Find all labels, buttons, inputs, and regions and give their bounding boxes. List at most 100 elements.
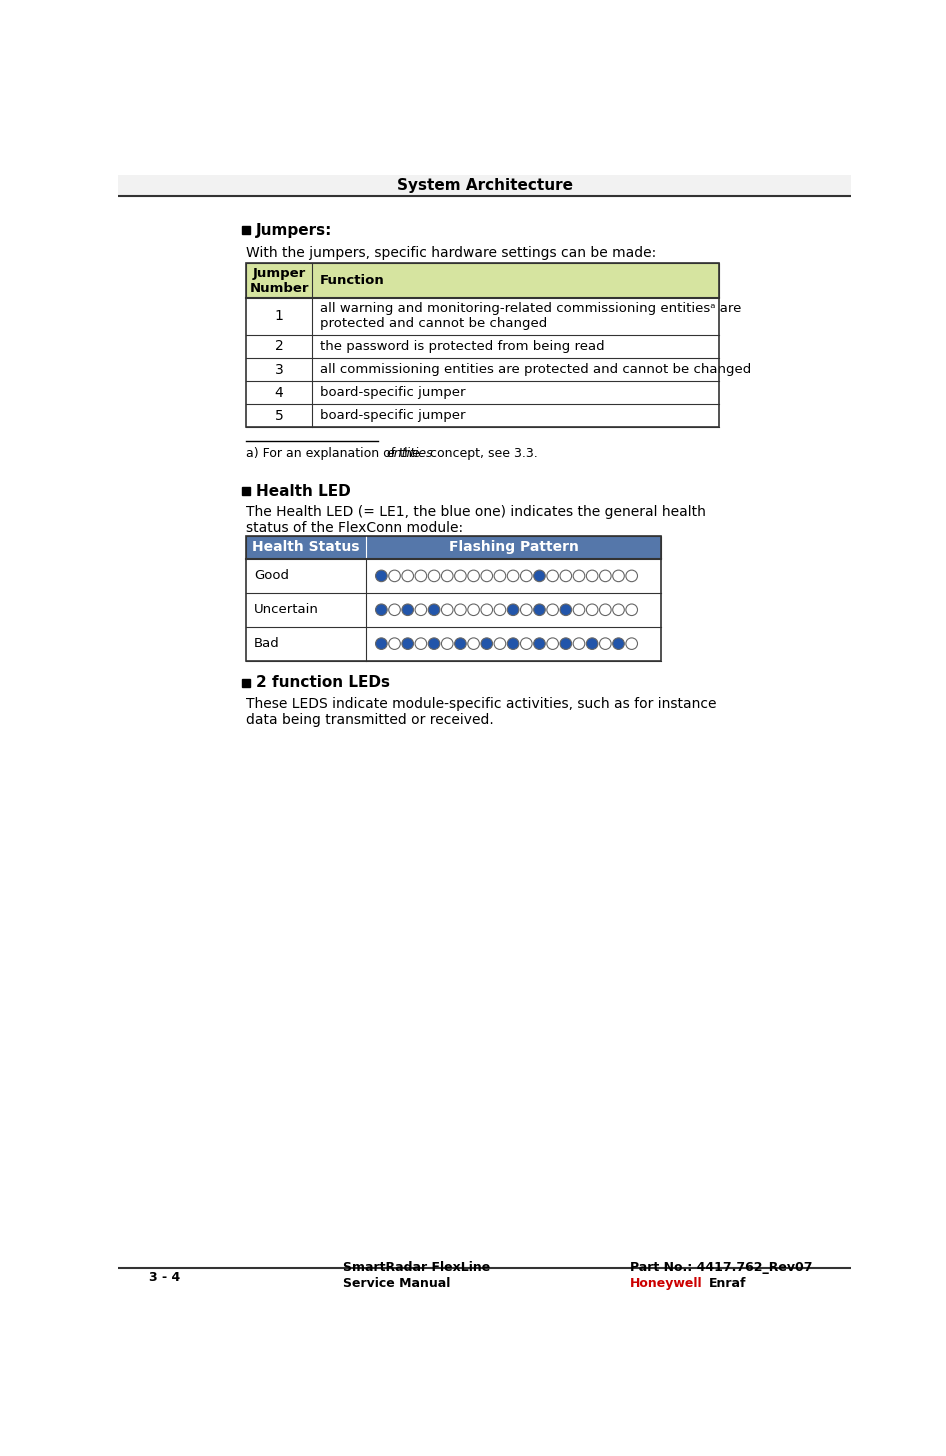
Circle shape [415, 571, 427, 581]
Circle shape [376, 604, 387, 616]
Text: all warning and monitoring-related commissioning entitiesᵃ are
protected and can: all warning and monitoring-related commi… [320, 303, 741, 331]
Circle shape [520, 571, 532, 581]
Circle shape [520, 604, 532, 616]
Circle shape [560, 604, 571, 616]
Circle shape [494, 638, 506, 649]
Circle shape [389, 638, 400, 649]
Text: Bad: Bad [254, 638, 280, 651]
Circle shape [467, 571, 480, 581]
Text: Uncertain: Uncertain [254, 603, 319, 616]
Text: Health Status: Health Status [253, 540, 359, 555]
Circle shape [481, 604, 493, 616]
Circle shape [600, 571, 611, 581]
Circle shape [613, 638, 624, 649]
Circle shape [442, 604, 453, 616]
Text: 2 function LEDs: 2 function LEDs [256, 676, 390, 690]
Text: all commissioning entities are protected and cannot be changed: all commissioning entities are protected… [320, 363, 751, 376]
Bar [246, 264, 719, 298]
Circle shape [389, 604, 400, 616]
Text: Jumpers:: Jumpers: [256, 223, 333, 237]
Text: Flashing Pattern: Flashing Pattern [448, 540, 578, 555]
Circle shape [587, 638, 598, 649]
Circle shape [442, 638, 453, 649]
Circle shape [442, 571, 453, 581]
Bar [246, 335, 719, 358]
Text: Part No.: 4417.762_Rev07: Part No.: 4417.762_Rev07 [630, 1261, 813, 1274]
Bar [246, 536, 660, 661]
Circle shape [626, 604, 638, 616]
Circle shape [429, 604, 440, 616]
Bar [242, 226, 250, 234]
Circle shape [573, 638, 585, 649]
Circle shape [455, 571, 466, 581]
Text: 5: 5 [274, 409, 284, 422]
Circle shape [481, 571, 493, 581]
Bar [246, 536, 660, 559]
Circle shape [573, 571, 585, 581]
Circle shape [494, 604, 506, 616]
Text: Jumper
Number: Jumper Number [250, 266, 308, 294]
Text: concept, see 3.3.: concept, see 3.3. [426, 447, 537, 460]
Circle shape [494, 571, 506, 581]
Text: 3 - 4: 3 - 4 [149, 1271, 181, 1284]
Circle shape [467, 604, 480, 616]
Bar [246, 626, 660, 661]
Bar [242, 488, 250, 495]
Circle shape [547, 571, 558, 581]
Bar [246, 298, 719, 335]
Circle shape [415, 604, 427, 616]
Circle shape [507, 571, 519, 581]
Circle shape [613, 604, 624, 616]
Bar [246, 593, 660, 626]
Text: 3: 3 [274, 363, 284, 377]
Circle shape [376, 638, 387, 649]
Text: board-specific jumper: board-specific jumper [320, 409, 465, 422]
Bar [246, 358, 719, 381]
Circle shape [415, 638, 427, 649]
Text: 1: 1 [274, 310, 284, 323]
Circle shape [560, 571, 571, 581]
Text: With the jumpers, specific hardware settings can be made:: With the jumpers, specific hardware sett… [246, 246, 657, 261]
Text: The Health LED (= LE1, the blue one) indicates the general health
status of the : The Health LED (= LE1, the blue one) ind… [246, 505, 706, 536]
Circle shape [402, 604, 413, 616]
Circle shape [402, 638, 413, 649]
Circle shape [467, 638, 480, 649]
Circle shape [560, 638, 571, 649]
Text: entities: entities [386, 447, 433, 460]
Bar [118, 175, 851, 197]
Circle shape [600, 638, 611, 649]
Bar [246, 381, 719, 405]
Text: Enraf: Enraf [709, 1277, 746, 1290]
Circle shape [376, 571, 387, 581]
Circle shape [626, 571, 638, 581]
Text: board-specific jumper: board-specific jumper [320, 386, 465, 399]
Circle shape [587, 571, 598, 581]
Text: Function: Function [320, 274, 384, 287]
Text: These LEDS indicate module-specific activities, such as for instance
data being : These LEDS indicate module-specific acti… [246, 697, 717, 727]
Bar [246, 559, 660, 593]
Bar [246, 264, 719, 427]
Circle shape [455, 638, 466, 649]
Circle shape [429, 638, 440, 649]
Circle shape [547, 638, 558, 649]
Text: a) For an explanation of the: a) For an explanation of the [246, 447, 424, 460]
Circle shape [402, 571, 413, 581]
Circle shape [573, 604, 585, 616]
Text: Service Manual: Service Manual [343, 1277, 450, 1290]
Bar [242, 678, 250, 687]
Circle shape [520, 638, 532, 649]
Circle shape [429, 571, 440, 581]
Circle shape [626, 638, 638, 649]
Text: the password is protected from being read: the password is protected from being rea… [320, 339, 604, 352]
Circle shape [507, 638, 519, 649]
Circle shape [534, 604, 545, 616]
Circle shape [547, 604, 558, 616]
Text: Good: Good [254, 569, 289, 582]
Text: System Architecture: System Architecture [396, 178, 573, 194]
Circle shape [481, 638, 493, 649]
Text: SmartRadar FlexLine: SmartRadar FlexLine [343, 1261, 490, 1274]
Circle shape [389, 571, 400, 581]
Circle shape [507, 604, 519, 616]
Circle shape [534, 571, 545, 581]
Circle shape [534, 638, 545, 649]
